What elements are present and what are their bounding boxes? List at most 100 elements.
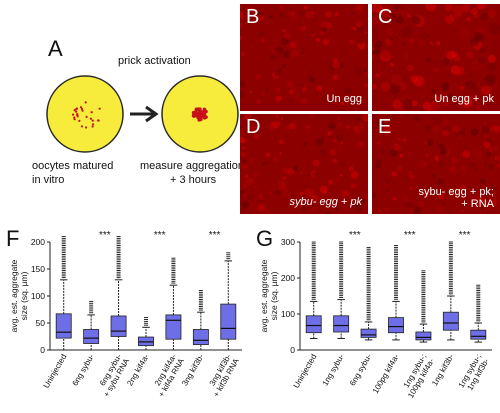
texture-speck	[270, 85, 274, 90]
texture-speck	[475, 168, 478, 171]
texture-speck	[460, 186, 464, 190]
texture-speck	[342, 50, 348, 56]
texture-speck	[349, 49, 352, 53]
texture-speck	[447, 211, 453, 214]
granule-dot	[85, 115, 88, 118]
texture-speck	[413, 115, 420, 122]
texture-speck	[372, 26, 380, 38]
texture-speck	[486, 22, 492, 28]
texture-speck	[390, 62, 394, 67]
texture-speck	[435, 38, 447, 49]
granule-dot	[73, 118, 76, 121]
y-tick-label: 300	[281, 237, 295, 247]
texture-speck	[484, 74, 497, 86]
texture-speck	[386, 41, 392, 47]
texture-speck	[361, 96, 367, 102]
texture-speck	[321, 188, 328, 195]
texture-speck	[352, 193, 355, 196]
texture-speck	[372, 114, 376, 119]
texture-speck	[282, 143, 287, 149]
texture-speck	[334, 176, 340, 182]
texture-speck	[376, 141, 381, 145]
texture-speck	[303, 183, 309, 189]
texture-speck	[281, 175, 287, 181]
texture-speck	[435, 141, 439, 146]
box-2	[333, 241, 350, 339]
texture-speck	[348, 197, 353, 202]
texture-speck	[294, 135, 297, 138]
granule-dot	[91, 119, 94, 122]
x-category-label: 1ng sybu-;100pg kif4a-	[398, 352, 436, 399]
texture-speck	[474, 158, 477, 162]
panel-letter-g: G	[256, 226, 273, 251]
left-caption-line2: in vitro	[32, 174, 65, 186]
micrograph-c-letter: C	[378, 6, 393, 28]
x-category-label: 6ng sybu-+ sybu RNA	[94, 352, 131, 399]
texture-speck	[335, 190, 341, 196]
texture-speck	[332, 158, 338, 164]
texture-speck	[487, 62, 497, 72]
texture-speck	[305, 63, 309, 67]
granule-dot	[91, 123, 95, 126]
texture-speck	[437, 178, 445, 186]
x-category-label-line: Uninjected	[42, 353, 69, 390]
texture-speck	[329, 134, 332, 137]
y-tick-label: 150	[31, 264, 45, 274]
texture-speck	[395, 127, 398, 131]
texture-speck	[298, 11, 304, 17]
box-iqr	[442, 311, 459, 331]
texture-speck	[384, 128, 392, 137]
texture-speck	[303, 5, 309, 10]
texture-speck	[246, 105, 253, 111]
micrograph-b-texture	[240, 4, 368, 111]
x-category-label-line: 1ng sybu-	[321, 352, 347, 387]
texture-speck	[299, 191, 304, 196]
texture-speck	[340, 101, 344, 106]
texture-speck	[358, 11, 363, 16]
texture-speck	[322, 103, 330, 111]
texture-speck	[488, 147, 494, 153]
texture-speck	[289, 41, 297, 49]
texture-speck	[472, 194, 480, 202]
texture-speck	[451, 168, 459, 176]
texture-speck	[397, 166, 404, 172]
texture-speck	[303, 83, 309, 88]
texture-speck	[372, 46, 375, 52]
micrograph-d-label: sybu- egg + pk	[290, 196, 362, 208]
texture-speck	[293, 95, 300, 102]
texture-speck	[363, 68, 367, 73]
texture-speck	[405, 6, 414, 16]
texture-speck	[348, 78, 356, 85]
texture-speck	[473, 32, 484, 42]
texture-speck	[389, 82, 401, 94]
aggregate-dot	[198, 112, 202, 116]
texture-speck	[484, 141, 491, 149]
texture-speck	[286, 125, 291, 130]
texture-speck	[441, 201, 447, 207]
texture-speck	[392, 86, 396, 89]
texture-speck	[304, 188, 310, 194]
texture-speck	[334, 206, 340, 211]
texture-speck	[273, 193, 280, 200]
box-1	[55, 236, 72, 351]
texture-speck	[311, 33, 315, 37]
texture-speck	[448, 81, 460, 93]
texture-speck	[489, 23, 500, 35]
texture-speck	[316, 59, 322, 65]
texture-speck	[435, 204, 444, 213]
box-5	[415, 270, 432, 343]
texture-speck	[453, 30, 457, 34]
texture-speck	[269, 151, 274, 156]
texture-speck	[325, 211, 330, 214]
texture-speck	[389, 13, 397, 20]
granule-dot	[75, 110, 78, 113]
texture-speck	[496, 163, 500, 169]
texture-speck	[447, 13, 450, 17]
x-category-label: 1ng sybu-	[321, 352, 347, 387]
x-category-label: 6ng sybu-	[348, 352, 374, 387]
texture-speck	[306, 36, 309, 39]
x-category-label-line: Uninjected	[292, 353, 319, 390]
texture-speck	[458, 130, 466, 139]
x-category-label-line: 100pg kif4a-	[371, 352, 401, 395]
box-7	[220, 252, 237, 351]
